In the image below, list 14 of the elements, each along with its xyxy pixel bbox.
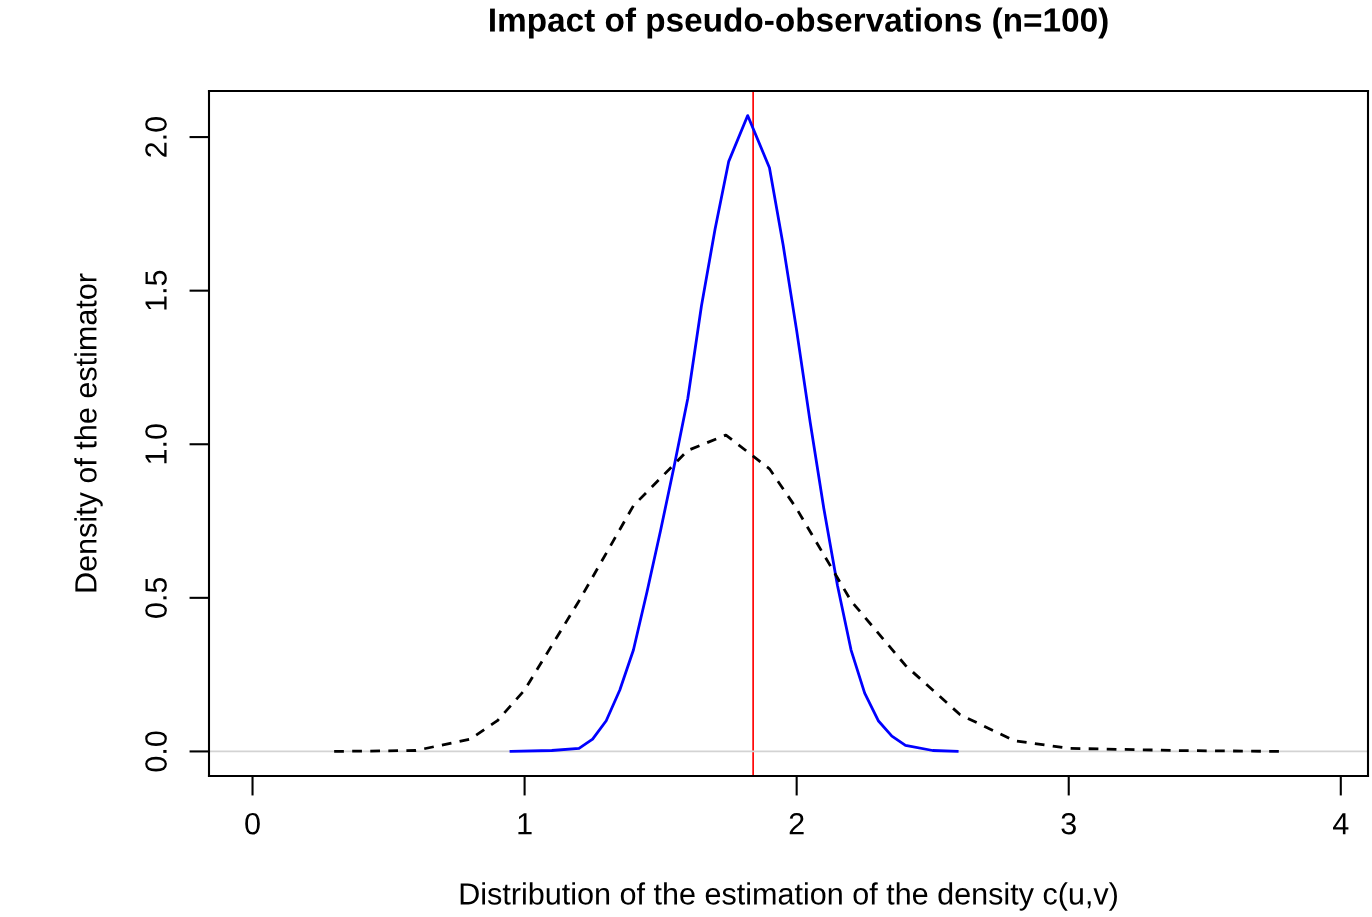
y-tick-label: 0.5 xyxy=(145,577,167,618)
y-tick-label: 1.0 xyxy=(145,424,167,464)
line-series xyxy=(509,114,959,753)
y-tick-label: 0.0 xyxy=(145,731,167,772)
y-axis-title: Density of the estimator xyxy=(74,273,103,592)
x-tick-label: 0 xyxy=(245,812,260,835)
x-tick-label: 4 xyxy=(1333,813,1349,835)
x-axis-title: Distribution of the estimation of the density c(u,v) xyxy=(460,882,1117,911)
y-tick-label: 2.0 xyxy=(145,117,167,157)
x-tick-label: 2 xyxy=(789,812,804,835)
y-tick-label: 1.5 xyxy=(145,270,167,310)
x-tick-label: 3 xyxy=(1061,812,1076,835)
x-tick-label: 1 xyxy=(518,813,532,835)
chart-title: Impact of pseudo-observations (n=100) xyxy=(490,7,1108,39)
